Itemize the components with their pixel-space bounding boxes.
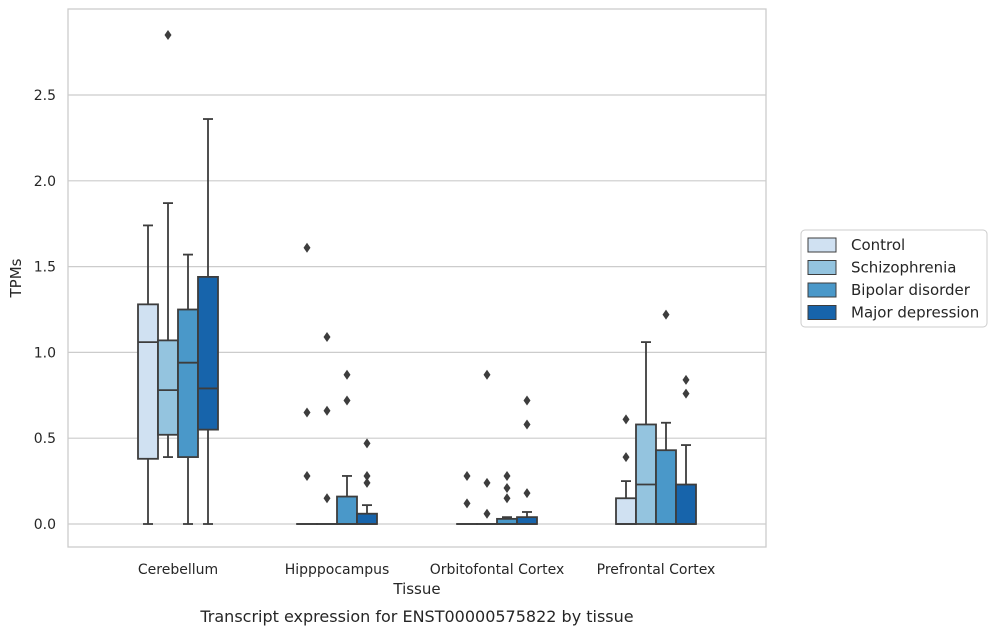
box-1-3 [356,438,378,525]
legend-swatch [807,282,837,298]
outlier-point [343,369,351,380]
box-0-0 [137,224,159,525]
outlier-point [463,498,471,509]
outlier-point [503,482,511,493]
box-3-2 [655,309,677,525]
y-tick-label: 1.0 [34,345,56,361]
x-tick-label: Hipppocampus [285,562,390,578]
chart-caption: Transcript expression for ENST0000057582… [199,607,633,626]
outlier-point [343,395,351,406]
legend-label: Control [851,236,905,254]
y-tick-labels: 0.0 0.5 1.0 1.5 2.0 2.5 [34,88,56,533]
outlier-point [323,493,331,504]
legend-swatch [807,237,837,253]
box-iqr [655,449,677,525]
legend-label: Schizophrenia [851,259,956,277]
outlier-point [662,309,670,320]
outlier-point [363,470,371,481]
box-2-3 [516,395,538,525]
box-3-1 [635,341,657,525]
outlier-point [523,395,531,406]
outlier-point [483,369,491,380]
outlier-point [303,470,311,481]
outlier-point [463,470,471,481]
legend-frame [800,229,988,328]
outlier-point [682,388,690,399]
outlier-point [503,470,511,481]
legend-label: Major depression [851,304,979,322]
x-tick-label: Orbitofontal Cortex [430,562,565,578]
legend-swatch [807,260,837,275]
box-iqr [137,303,159,460]
outlier-point [323,405,331,416]
outlier-point [323,331,331,342]
plot-frame [67,8,767,548]
box-iqr [177,308,199,458]
y-tick-label: 2.0 [34,174,56,190]
outlier-point [483,477,491,488]
y-tick-label: 0.0 [34,517,56,533]
box-1-0 [296,242,318,525]
y-tick-label: 2.5 [34,88,56,104]
boxes-layer [137,29,697,525]
box-2-2 [496,470,518,525]
outlier-point [682,374,690,385]
box-iqr [516,516,538,525]
outlier-point [523,419,531,430]
outlier-point [523,488,531,499]
x-tick-label: Cerebellum [138,562,218,578]
legend-swatch [807,305,837,320]
outlier-point [622,452,630,463]
y-tick-label: 1.5 [34,260,56,276]
box-3-3 [675,374,697,525]
box-iqr [336,495,358,525]
x-tick-labels: Cerebellum Hipppocampus Orbitofontal Corte… [138,562,715,578]
box-iqr [197,275,219,431]
outlier-point [363,438,371,449]
box-iqr [615,497,637,525]
legend: Control Schizophrenia Bipolar disorder Majo… [800,229,988,328]
outlier-point [303,242,311,253]
outlier-point [622,414,630,425]
y-tick-label: 0.5 [34,431,56,447]
outlier-point [503,493,511,504]
x-tick-label: Prefrontal Cortex [597,562,716,578]
box-iqr [356,512,378,525]
y-axis-title: TPMs [7,258,25,298]
box-1-2 [336,369,358,525]
outlier-point [164,29,172,40]
x-axis-title: Tissue [392,580,440,598]
box-0-3 [197,118,219,525]
outlier-point [303,407,311,418]
legend-label: Bipolar disorder [851,281,971,299]
outlier-point [363,477,371,488]
box-iqr [157,339,179,436]
box-iqr [635,423,657,525]
box-iqr [675,483,697,525]
outlier-point [483,508,491,519]
